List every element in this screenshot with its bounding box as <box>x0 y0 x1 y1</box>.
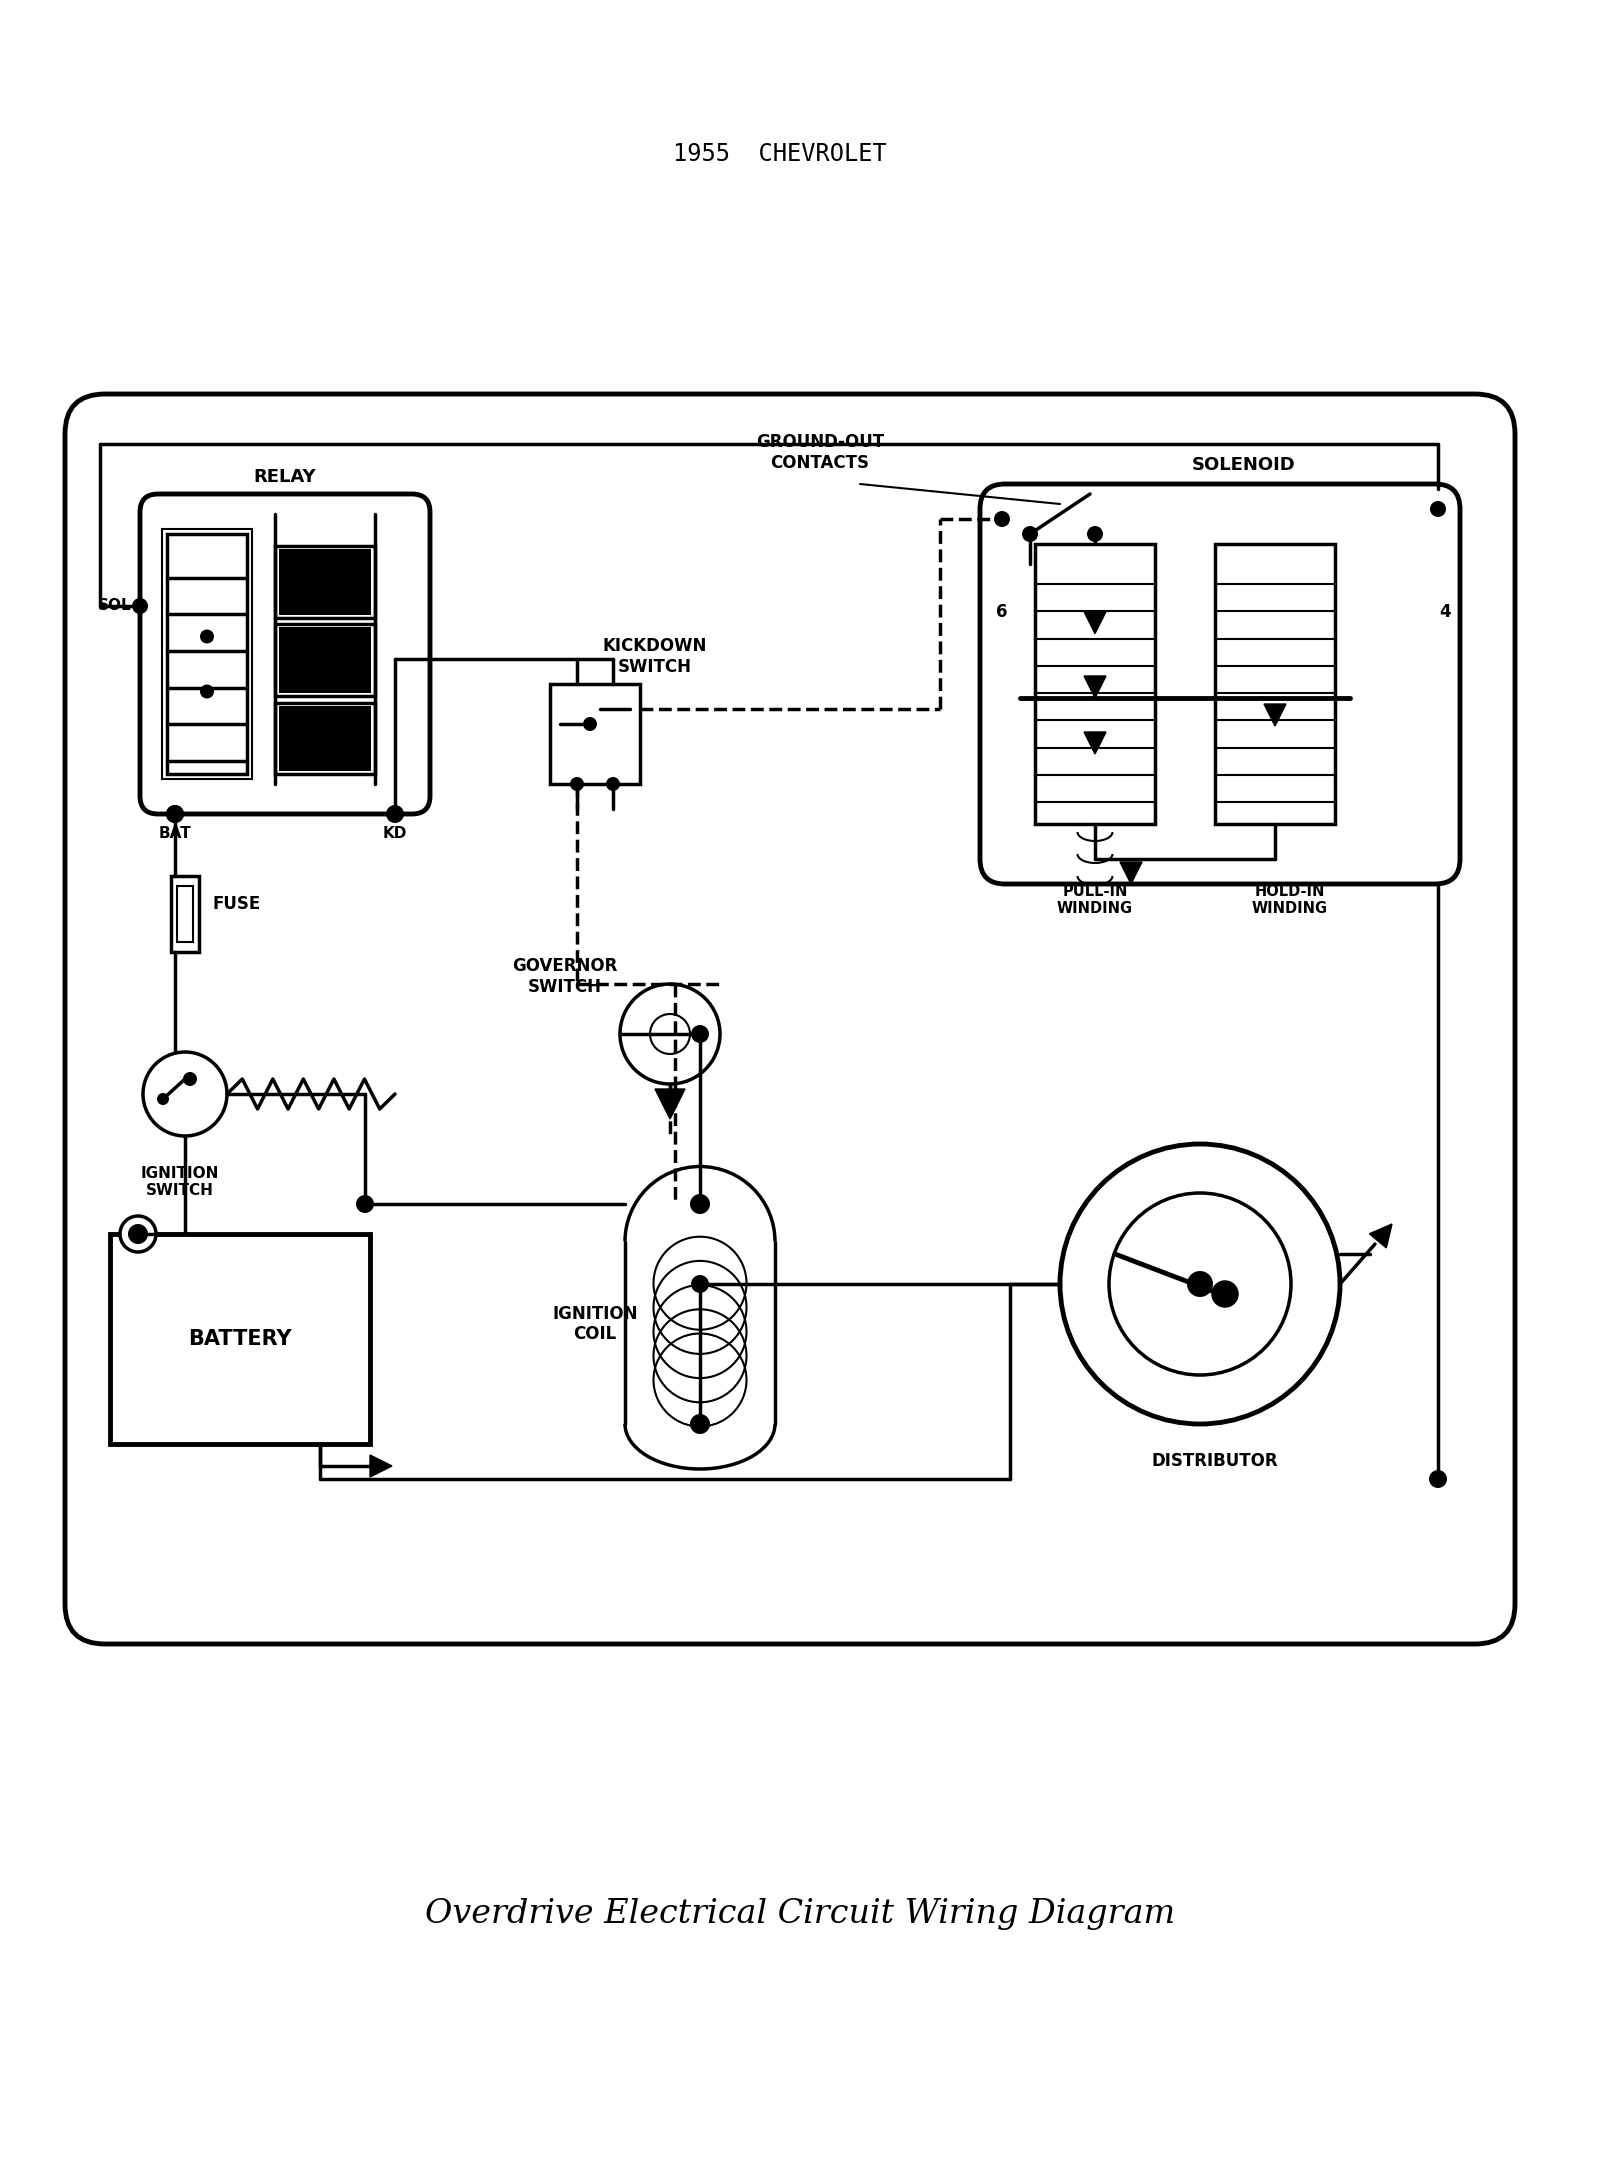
Text: KD: KD <box>382 827 406 842</box>
Text: IGNITION
SWITCH: IGNITION SWITCH <box>141 1166 219 1199</box>
Circle shape <box>1109 1192 1291 1374</box>
Text: GOVERNOR
SWITCH: GOVERNOR SWITCH <box>512 956 618 995</box>
Circle shape <box>690 1413 710 1435</box>
Circle shape <box>606 777 621 792</box>
Circle shape <box>166 805 184 822</box>
Polygon shape <box>1120 861 1142 885</box>
Polygon shape <box>1085 675 1106 699</box>
Circle shape <box>200 630 214 643</box>
Circle shape <box>386 805 403 822</box>
Bar <box>278 705 371 770</box>
Text: 1955  CHEVROLET: 1955 CHEVROLET <box>674 143 886 167</box>
Circle shape <box>1187 1270 1213 1296</box>
Circle shape <box>690 1195 710 1214</box>
Circle shape <box>128 1225 147 1244</box>
Text: 6: 6 <box>997 604 1008 621</box>
Bar <box>162 528 253 779</box>
Circle shape <box>621 985 720 1084</box>
Circle shape <box>1430 502 1446 517</box>
Bar <box>550 684 640 783</box>
Text: 4: 4 <box>1438 604 1451 621</box>
Text: BAT: BAT <box>158 827 192 842</box>
Text: FUSE: FUSE <box>213 896 261 913</box>
Circle shape <box>1059 1145 1341 1424</box>
Text: BATTERY: BATTERY <box>189 1329 291 1348</box>
Polygon shape <box>1370 1225 1392 1249</box>
Bar <box>178 885 194 941</box>
Text: Overdrive Electrical Circuit Wiring Diagram: Overdrive Electrical Circuit Wiring Diag… <box>426 1898 1174 1930</box>
Text: SOLENOID: SOLENOID <box>1192 457 1296 474</box>
Text: RELAY: RELAY <box>254 467 317 487</box>
Bar <box>110 1233 370 1443</box>
Circle shape <box>691 1195 709 1214</box>
Circle shape <box>1213 1281 1237 1307</box>
Bar <box>278 550 371 615</box>
Circle shape <box>355 1195 374 1214</box>
Circle shape <box>582 716 597 731</box>
Circle shape <box>994 511 1010 528</box>
Circle shape <box>120 1216 157 1253</box>
Bar <box>275 545 374 617</box>
Text: HOLD-IN
WINDING: HOLD-IN WINDING <box>1251 885 1328 915</box>
Circle shape <box>1429 1469 1446 1489</box>
Bar <box>1035 543 1155 824</box>
Bar <box>171 876 198 952</box>
Circle shape <box>1086 526 1102 541</box>
Polygon shape <box>1085 612 1106 634</box>
FancyBboxPatch shape <box>141 493 430 814</box>
Circle shape <box>182 1071 197 1086</box>
Circle shape <box>650 1015 690 1054</box>
Polygon shape <box>654 1088 685 1119</box>
Bar <box>166 535 246 775</box>
Text: SOL: SOL <box>98 599 131 615</box>
Circle shape <box>166 805 184 822</box>
FancyBboxPatch shape <box>979 485 1461 885</box>
Polygon shape <box>1264 703 1286 725</box>
Circle shape <box>691 1275 709 1294</box>
Circle shape <box>131 597 147 615</box>
Bar <box>275 703 374 775</box>
Bar <box>278 628 371 692</box>
Polygon shape <box>1085 731 1106 753</box>
Text: KICKDOWN
SWITCH: KICKDOWN SWITCH <box>603 636 707 675</box>
Text: IGNITION
COIL: IGNITION COIL <box>552 1305 638 1344</box>
Polygon shape <box>370 1454 392 1478</box>
Text: DISTRIBUTOR: DISTRIBUTOR <box>1152 1452 1278 1469</box>
Text: GROUND-OUT
CONTACTS: GROUND-OUT CONTACTS <box>755 433 885 472</box>
Bar <box>1214 543 1334 824</box>
Circle shape <box>130 1225 147 1242</box>
Circle shape <box>157 1093 170 1106</box>
Bar <box>275 625 374 697</box>
Circle shape <box>1022 526 1038 541</box>
Circle shape <box>142 1052 227 1136</box>
Text: PULL-IN
WINDING: PULL-IN WINDING <box>1058 885 1133 915</box>
Circle shape <box>691 1026 709 1043</box>
Circle shape <box>570 777 584 792</box>
FancyBboxPatch shape <box>66 394 1515 1645</box>
Circle shape <box>200 684 214 699</box>
